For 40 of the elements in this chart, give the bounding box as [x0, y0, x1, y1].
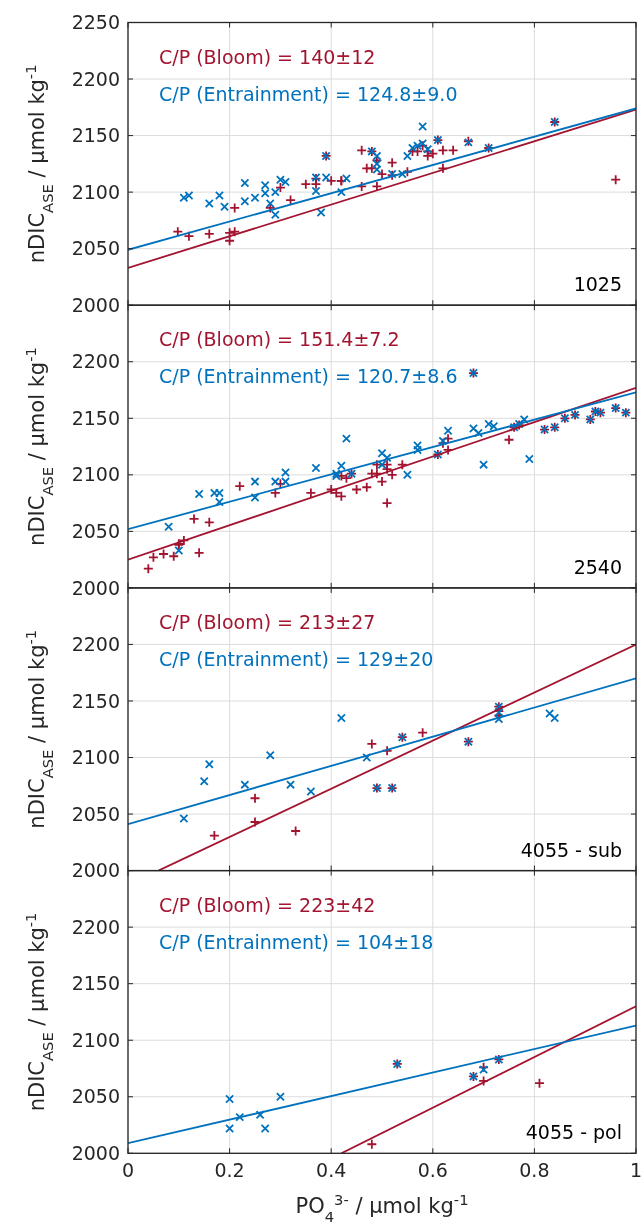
y-tick-label: 2100: [71, 180, 120, 203]
x-tick-label: 1: [629, 1159, 642, 1182]
x-tick-label: 0.8: [519, 1159, 550, 1182]
y-tick-label: 2000: [71, 859, 120, 882]
text: 4055 - pol: [525, 1121, 622, 1144]
y-tick-label: 2000: [71, 1141, 120, 1164]
y-tick-label: 2000: [71, 576, 120, 599]
annotation: C/P (Entrainment) = 120.7±8.6: [159, 365, 458, 388]
y-tick-label: 2050: [71, 520, 120, 543]
annotation: C/P (Entrainment) = 129±20: [159, 647, 434, 670]
y-tick-label: 2100: [71, 463, 120, 486]
annotation: C/P (Bloom) = 140±12: [159, 45, 376, 68]
x-axis-title: PO$_{4}$$^{3-}$ / μmol kg$^{-1}$: [295, 1190, 469, 1225]
y-tick-label: 2000: [71, 293, 120, 316]
annotation: C/P (Entrainment) = 104±18: [159, 930, 434, 953]
y-tick-label: 2050: [71, 802, 120, 825]
y-tick-label: 2250: [71, 11, 120, 34]
x-tick-label: 0: [121, 1159, 135, 1182]
annotation: C/P (Bloom) = 223±42: [159, 893, 376, 916]
y-tick-label: 2050: [71, 237, 120, 260]
x-tick-label: 0.2: [214, 1159, 245, 1182]
annotation: C/P (Bloom) = 151.4±7.2: [159, 328, 400, 351]
x-tick-label: 0.4: [316, 1159, 347, 1182]
y-tick-label: 2100: [71, 1028, 120, 1051]
y-tick-label: 2200: [71, 915, 120, 938]
text: 2540: [573, 555, 622, 578]
text: 4055 - sub: [520, 838, 622, 861]
y-tick-label: 2150: [71, 124, 120, 147]
y-tick-label: 2200: [71, 67, 120, 90]
y-tick-label: 2150: [71, 972, 120, 995]
y-tick-label: 2050: [71, 1085, 120, 1108]
annotation: C/P (Entrainment) = 124.8±9.0: [159, 82, 458, 105]
y-tick-label: 2150: [71, 689, 120, 712]
annotation: C/P (Bloom) = 213±27: [159, 610, 376, 633]
y-tick-label: 2150: [71, 406, 120, 429]
x-tick-label: 0.6: [417, 1159, 448, 1182]
y-tick-label: 2100: [71, 746, 120, 769]
y-tick-label: 2200: [71, 350, 120, 373]
text: 1025: [573, 273, 622, 296]
y-tick-label: 2200: [71, 633, 120, 656]
